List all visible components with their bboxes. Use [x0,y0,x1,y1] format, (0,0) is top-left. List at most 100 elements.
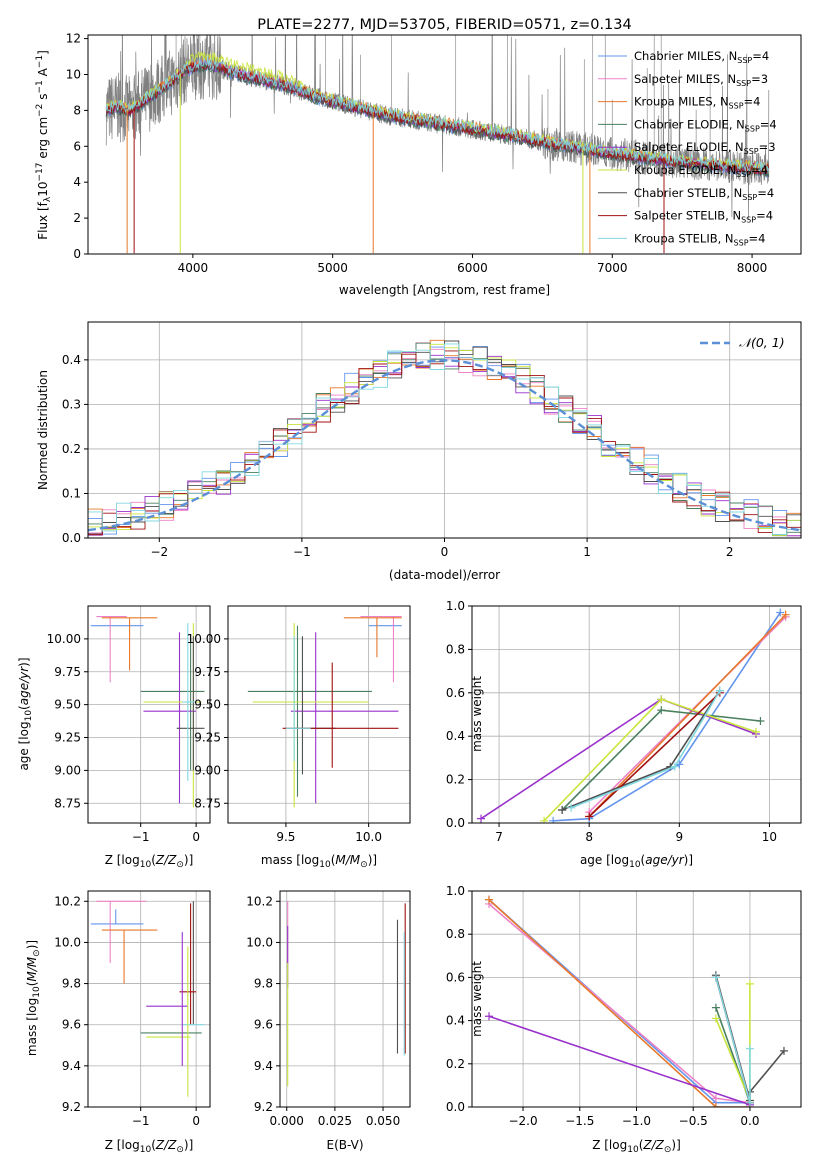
weight-marker [745,1098,754,1107]
legend-label: Salpeter ELODIE, NSSP=3 [634,140,776,156]
mass-ebv-xtick-label: 0.000 [270,1114,304,1128]
weight-line [488,1015,751,1106]
age-mass-ytick-label: 10.00 [187,632,221,646]
spectrum-xtick-label: 8000 [737,261,768,275]
weight-line [715,977,751,1103]
hist-ytick-label: 0.0 [62,531,81,545]
weight-marker [779,1046,788,1055]
legend-label: Chabrier MILES, NSSP=4 [634,49,769,65]
hist-ytick-label: 0.3 [62,397,81,411]
weight-age-ytick-label: 0.4 [446,729,465,743]
hist-ytick-label: 0.4 [62,353,81,367]
weight-age-xtick-label: 10 [762,830,777,844]
weight-marker [657,695,666,704]
hist-series [88,343,801,536]
weight-marker [711,1003,720,1012]
mass-ebv-ytick-label: 9.4 [254,1059,273,1073]
age-mass-xtick-label: 10.0 [355,830,382,844]
weight-z-xlabel: Z [log10(Z/Z⊙)] [592,1138,681,1155]
legend-label: Salpeter MILES, NSSP=3 [634,72,768,88]
weight-marker [711,1094,720,1103]
mass-ebv-ytick-label: 9.8 [254,977,273,991]
weight-marker [549,816,558,823]
weight-age-ytick-label: 0.0 [446,816,465,830]
weight-z-xtick-label: 0.0 [740,1114,759,1128]
weight-marker [781,610,790,619]
weight-marker [558,805,567,814]
weight-line [588,614,787,818]
age-mass-ytick-label: 9.50 [194,698,221,712]
hist-xtick-label: 0 [441,545,449,559]
legend-label: Kroupa STELIB, NSSP=4 [634,231,765,247]
weight-age-xtick-label: 7 [495,830,503,844]
weight-marker [715,686,724,695]
mass-ebv-ytick-label: 9.2 [254,1100,273,1114]
weight-z-ylabel: mass weight [470,961,484,1037]
weight-age-xtick-label: 8 [585,830,593,844]
hist-xtick-label: −1 [293,545,311,559]
weight-marker [477,814,486,823]
spectrum-xtick-label: 4000 [178,261,209,275]
legend-label: Chabrier ELODIE, NSSP=4 [634,117,777,133]
hist-xtick-label: 2 [726,545,734,559]
chart-title: PLATE=2277, MJD=53705, FIBERID=0571, z=0… [257,17,631,33]
normal-legend-label: 𝒩(0, 1) [739,335,785,350]
weight-age-series [477,608,790,823]
mass-ebv-frame [279,890,411,1108]
hist-ytick-label: 0.2 [62,442,81,456]
weight-marker [711,1103,720,1107]
weight-marker [751,727,760,736]
weight-z-ytick-label: 0.0 [446,1100,465,1114]
weight-marker [670,762,679,771]
age-z-ytick-label: 8.75 [54,796,81,810]
weight-z-frame [471,890,802,1108]
spectrum-ytick-label: 4 [73,175,81,189]
age-z-xlabel: Z [log10(Z/Z⊙)] [105,853,194,870]
spectrum-ytick-label: 8 [73,103,81,117]
weight-marker [745,1044,754,1053]
hist-frame [87,321,802,539]
mass-ebv-ytick-label: 10.2 [246,894,273,908]
model-spectrum [105,56,770,173]
age-mass-ytick-label: 9.25 [194,731,221,745]
age-mass-frame [227,605,411,824]
spectrum-lines [105,35,770,254]
mass-z-ytick-label: 9.4 [62,1059,81,1073]
hist-xlabel: (data-model)/error [389,568,500,582]
weight-line [570,690,721,809]
age-mass-errorbars [247,615,402,808]
spectrum-ytick-label: 0 [73,247,81,261]
legend-label: Salpeter STELIB, NSSP=4 [634,209,773,225]
weight-age-xtick-label: 9 [675,830,683,844]
spectrum-ytick-label: 12 [66,32,81,46]
mass-z-xtick-label: −1 [132,1114,150,1128]
weight-z-ytick-label: 1.0 [446,884,465,898]
weight-line [588,692,721,818]
mass-z-ytick-label: 9.6 [62,1018,81,1032]
mass-ebv-xlabel: E(B-V) [326,1138,363,1152]
mass-z-errorbars [90,900,205,1097]
age-z-ytick-label: 9.50 [54,698,81,712]
weight-z-xtick-label: −1.0 [622,1114,651,1128]
mass-ebv-xtick-label: 0.025 [318,1114,352,1128]
legend-label: Kroupa MILES, NSSP=4 [634,95,760,111]
mass-z-ytick-label: 9.8 [62,977,81,991]
weight-age-ylabel: mass weight [470,676,484,752]
weight-marker [756,717,765,726]
mass-z-ylabel: mass [log10(M/M⊙)] [25,940,42,1056]
age-mass-xlabel: mass [log10(M/M⊙)] [261,853,377,870]
weight-z-ytick-label: 0.6 [446,970,465,984]
age-mass-ytick-label: 9.00 [194,763,221,777]
mass-z-frame [87,890,211,1108]
age-z-xtick-label: 0 [192,830,200,844]
hist-steps [88,339,801,537]
mass-ebv-ytick-label: 9.6 [254,1018,273,1032]
mass-ebv-errorbars [287,901,406,1087]
weight-z-xtick-label: −2.0 [508,1114,537,1128]
mass-z-xlabel: Z [log10(Z/Z⊙)] [105,1138,194,1155]
weight-marker [657,706,666,715]
hist-xtick-label: 1 [583,545,591,559]
hist-ylabel: Normed distribution [36,370,50,490]
weight-z-ytick-label: 0.8 [446,927,465,941]
